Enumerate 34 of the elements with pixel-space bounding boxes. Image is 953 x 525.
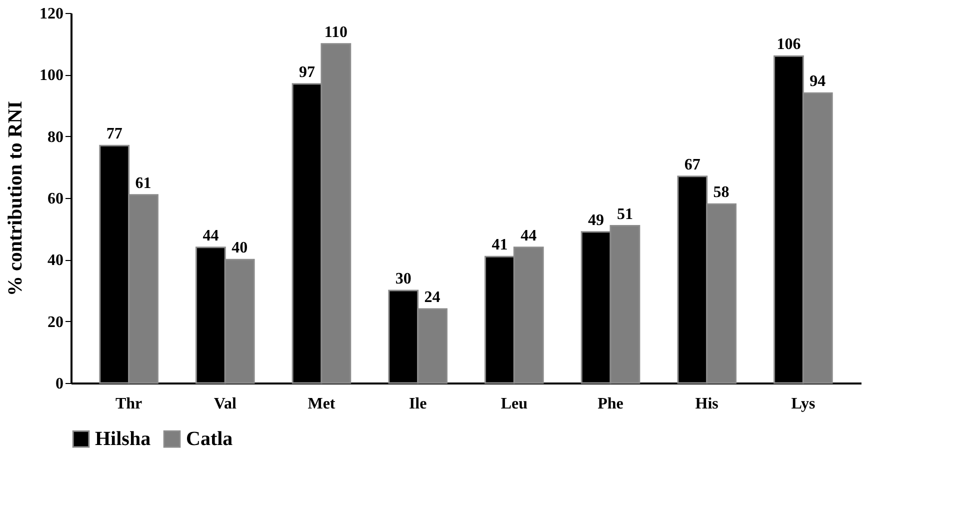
data-label: 41 — [492, 236, 508, 254]
y-tick-label: 100 — [40, 67, 64, 84]
y-tick-label: 0 — [56, 376, 64, 392]
x-tick-label: Leu — [500, 396, 528, 412]
y-tick-label: 80 — [48, 128, 64, 146]
data-label: 67 — [684, 156, 700, 174]
data-label: 77 — [106, 126, 122, 143]
x-tick-label: Met — [308, 396, 336, 412]
x-tick-label: Thr — [115, 396, 142, 412]
y-tick-label: 20 — [48, 314, 64, 331]
x-tick-label: His — [695, 396, 718, 412]
data-label: 97 — [299, 64, 316, 81]
data-label: 49 — [588, 212, 604, 229]
x-tick-label: Lys — [791, 396, 816, 412]
data-label: 24 — [424, 289, 440, 306]
y-tick-label: 60 — [48, 190, 64, 208]
data-label: 61 — [135, 174, 152, 192]
x-tick-label: Val — [214, 396, 237, 412]
y-tick-label: 40 — [48, 252, 64, 270]
y-axis-title: % contribution to RNI — [4, 100, 26, 296]
data-label: 51 — [616, 206, 633, 223]
data-label: 44 — [520, 227, 537, 244]
x-tick-label: Phe — [598, 396, 624, 412]
x-tick-label: Ile — [408, 396, 427, 412]
data-label: 30 — [395, 270, 412, 288]
data-label: 40 — [232, 240, 248, 257]
data-label: 110 — [324, 24, 348, 41]
data-label: 106 — [776, 36, 801, 54]
data-label: 94 — [810, 73, 826, 90]
legend-label: Catla — [186, 428, 233, 450]
y-tick-label: 120 — [40, 6, 64, 22]
data-label: 44 — [202, 227, 219, 244]
legend-label: Hilsha — [95, 428, 151, 450]
data-label: 58 — [713, 184, 730, 202]
